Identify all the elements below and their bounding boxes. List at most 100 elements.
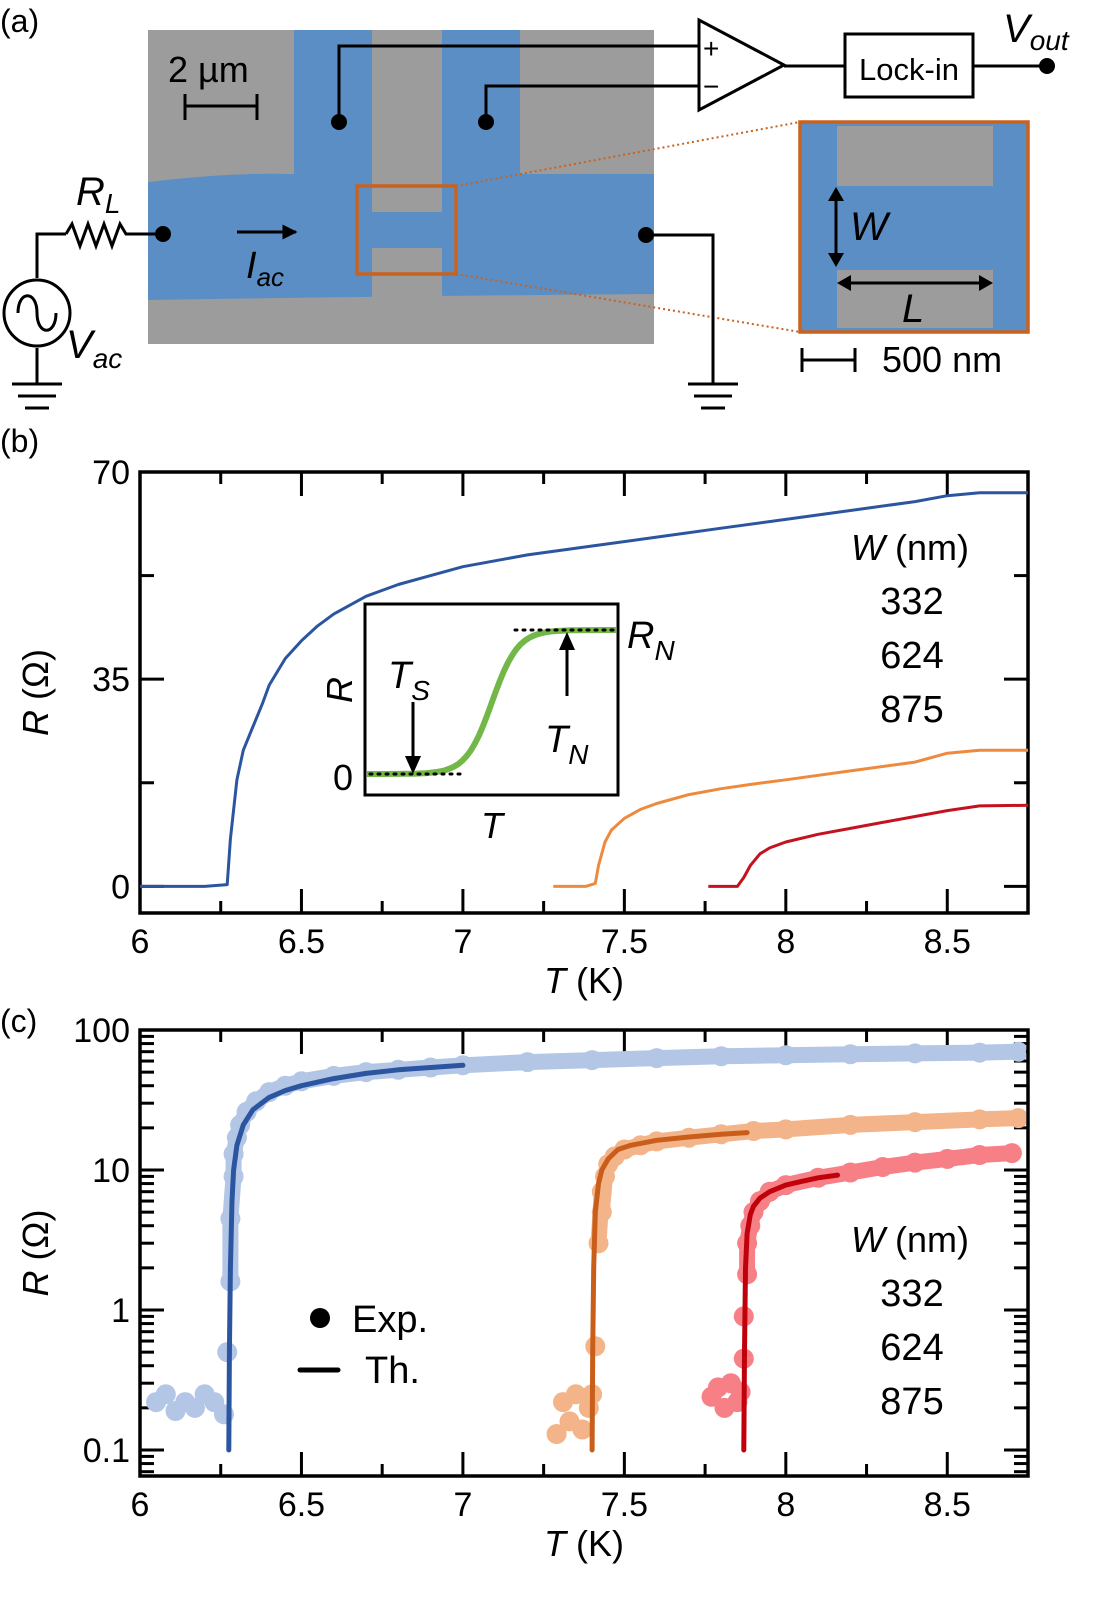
zoom-guide-top (455, 121, 801, 187)
sem-gap-top (372, 30, 442, 212)
inset-sigmoid-curve (367, 627, 616, 777)
exp-point (646, 1048, 667, 1069)
panel-label-c: (c) (0, 1003, 37, 1039)
sem-wire-pattern (148, 30, 654, 344)
sem-right-arm (442, 30, 520, 190)
scale-bar-inset (800, 348, 857, 372)
current-label: Iac (246, 245, 284, 292)
inset-ts-label: TS (388, 655, 430, 706)
length-label: L (902, 287, 924, 331)
axes-frame-b (138, 470, 1030, 915)
probe-contact-minus (478, 114, 494, 130)
series-line-332 (140, 491, 1028, 888)
inset-x-label: T (481, 805, 506, 846)
scale-bar-inset-label: 500 nm (882, 339, 1002, 380)
source-wiring (35, 219, 160, 384)
x-tick-label-c: 8 (776, 1486, 795, 1524)
x-tick-label-b: 6 (131, 923, 150, 961)
drain-wire (646, 233, 715, 384)
exp-point (905, 1152, 925, 1173)
axes-frame-c (138, 1028, 1030, 1478)
inset-y-label: R (319, 677, 360, 703)
x-tick-label-c: 7 (453, 1486, 472, 1524)
legend-entry-c: 624 (880, 1327, 943, 1369)
width-arrow-head-top (828, 187, 844, 201)
x-tick-label-b: 6.5 (278, 923, 325, 961)
exp-point (840, 1162, 861, 1183)
lockin-box (843, 32, 975, 99)
output-terminal (1039, 58, 1055, 74)
y-tick-label-b: 35 (92, 661, 130, 699)
zoom-guide-bottom (455, 273, 801, 333)
sem-main-bar (148, 173, 654, 300)
inset-zero-label: 0 (333, 757, 353, 798)
legend-entry-b: 332 (880, 581, 943, 623)
exp-point (872, 1157, 893, 1177)
panel-b: (b) 6 6.5 7 7.5 8 8.5 0 35 70 T (K) R (Ω) W (nm) 332… (0, 423, 1030, 1001)
exp-point (969, 1042, 990, 1063)
legend-markers-c: Exp. Th. (297, 1299, 428, 1392)
series-line-624 (553, 748, 1028, 888)
sem-inset-gap-bottom (837, 270, 993, 328)
legend-exp-dot-icon (310, 1308, 330, 1328)
y-tick-label-b: 0 (111, 868, 130, 906)
sem-left-arm (294, 30, 372, 190)
probe-contact-plus (331, 114, 347, 130)
x-tick-label-b: 8 (776, 923, 795, 961)
x-axis-label-c: T (K) (544, 1523, 624, 1564)
probe-wires (337, 44, 700, 122)
inset-b: TS TN RN 0 R T (319, 602, 675, 846)
x-tick-label-b: 8.5 (924, 923, 971, 961)
y-tick-label-c: 1 (111, 1292, 130, 1330)
panel-a: (a) 2 µm (0, 3, 1070, 410)
sem-gap-bottom (372, 248, 442, 344)
x-axis-label-b: T (K) (544, 960, 624, 1001)
exp-point (1008, 1108, 1026, 1129)
exp-point (1001, 1143, 1022, 1164)
exp-point (546, 1424, 567, 1444)
sem-gray-right (520, 30, 654, 174)
tn-arrow-head (559, 632, 575, 650)
ground-icon-right (688, 382, 738, 410)
legend-exp-label: Exp. (352, 1299, 428, 1341)
exp-point (565, 1384, 586, 1405)
source-contact (155, 226, 171, 242)
length-arrow-head-right (979, 275, 993, 291)
length-arrow-head-left (837, 275, 851, 291)
sem-image (148, 30, 654, 344)
exp-point (155, 1384, 176, 1405)
y-axis-label-b: R (Ω) (15, 649, 56, 736)
inset-rn-label: RN (627, 615, 675, 666)
svg-text:−: − (703, 71, 719, 102)
exp-point (711, 1046, 732, 1067)
width-label: W (850, 205, 891, 249)
exp-point (1008, 1041, 1026, 1062)
y-tick-label-c: 0.1 (83, 1432, 130, 1470)
exp-point (840, 1114, 861, 1135)
plot-area-c (146, 1041, 1026, 1453)
exp-point (775, 1119, 796, 1140)
x-tick-label-c: 6 (131, 1486, 150, 1524)
x-tick-label-c: 6.5 (278, 1486, 325, 1524)
highlight-box (355, 184, 458, 276)
legend-entry-b: 624 (880, 635, 943, 677)
panel-label-a: (a) (0, 3, 39, 39)
y-tick-label-c: 10 (92, 1152, 130, 1190)
x-tick-label-c: 8.5 (924, 1486, 971, 1524)
exp-point (905, 1112, 925, 1133)
exp-point (937, 1148, 958, 1169)
ground-icon-left (12, 382, 62, 410)
y-axis-label-c: R (Ω) (15, 1210, 56, 1297)
exp-point (905, 1043, 925, 1064)
th-line-875 Th. (741, 1172, 840, 1453)
output-label: Vout (1003, 7, 1070, 56)
scale-bar-main-label: 2 µm (168, 49, 249, 90)
exp-point (775, 1045, 796, 1066)
x-tick-label-b: 7.5 (601, 923, 648, 961)
svg-text:+: + (703, 33, 719, 64)
exp-point (517, 1052, 538, 1073)
panel-label-b: (b) (0, 423, 39, 459)
panel-c: (c) 6 6.5 7 7.5 8 8.5 0.1 1 10 100 T (K) R (Ω) Exp. T… (0, 1003, 1030, 1564)
th-line-332 Th. (226, 1062, 466, 1453)
